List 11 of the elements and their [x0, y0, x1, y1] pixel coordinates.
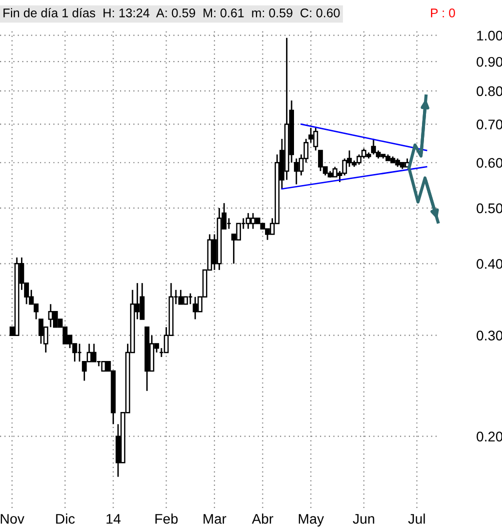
x-tick-label: Dic — [56, 514, 75, 524]
x-tick-label: 14 — [106, 514, 121, 524]
x-tick-label: Nov — [0, 514, 24, 524]
x-tick-label: Jun — [352, 514, 374, 524]
x-tick-label: Jul — [408, 514, 425, 524]
text: P : 0 — [431, 8, 455, 18]
x-tick-label: Feb — [155, 514, 178, 524]
x-tick-label: Mar — [204, 514, 226, 524]
chart-title: Fin de día 1 días H: 13:24 A: 0.59 M: 0.61 m: 0.59 C: 0.60 — [4, 8, 340, 18]
x-tick-label: May — [298, 514, 324, 527]
x-tick-label: Abr — [252, 514, 274, 524]
